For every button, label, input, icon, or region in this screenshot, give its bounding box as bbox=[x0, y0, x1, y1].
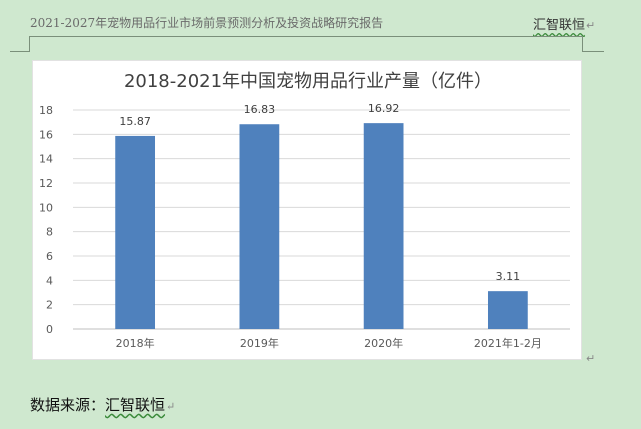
data-label: 15.87 bbox=[119, 115, 151, 128]
x-tick-label: 2019年 bbox=[240, 336, 279, 350]
x-tick-label: 2018年 bbox=[116, 336, 155, 350]
data-label: 16.83 bbox=[244, 103, 276, 116]
chart-card[interactable]: 2018-2021年中国宠物用品行业产量（亿件） 0 2 4 6 8 10 12 14 16 18… bbox=[32, 60, 582, 360]
header-divider bbox=[30, 36, 582, 37]
header-brand: 汇智联恒↵ bbox=[533, 14, 595, 33]
source-value: 汇智联恒 bbox=[105, 396, 166, 414]
bar[interactable] bbox=[487, 291, 528, 329]
crop-mark-top-right bbox=[582, 36, 604, 52]
bar[interactable] bbox=[115, 135, 156, 329]
bar-chart: 2018-2021年中国宠物用品行业产量（亿件） 0 2 4 6 8 10 12 14 16 18… bbox=[39, 71, 570, 350]
y-tick-label: 8 bbox=[46, 226, 53, 239]
y-tick-label: 0 bbox=[46, 323, 53, 336]
paragraph-mark-icon: ↵ bbox=[586, 19, 596, 32]
report-title: 2021-2027年宠物用品行业市场前景预测分析及投资战略研究报告 bbox=[30, 16, 384, 30]
y-tick-label: 10 bbox=[39, 201, 53, 214]
header-brand-text: 汇智联恒 bbox=[533, 18, 586, 33]
bar[interactable] bbox=[239, 124, 280, 329]
bars bbox=[115, 123, 528, 329]
y-tick-label: 16 bbox=[39, 128, 53, 141]
paragraph-mark-icon: ↵ bbox=[166, 400, 176, 413]
chart-title: 2018-2021年中国宠物用品行业产量（亿件） bbox=[124, 71, 492, 92]
bar[interactable] bbox=[363, 123, 404, 329]
data-label: 3.11 bbox=[496, 270, 521, 283]
data-labels: 15.87 16.83 16.92 3.11 bbox=[119, 102, 520, 283]
y-axis-ticks: 0 2 4 6 8 10 12 14 16 18 bbox=[39, 104, 53, 336]
x-tick-label: 2020年 bbox=[364, 336, 403, 350]
x-tick-label: 2021年1-2月 bbox=[474, 336, 542, 350]
y-tick-label: 12 bbox=[39, 177, 53, 190]
y-tick-label: 4 bbox=[46, 274, 53, 287]
y-tick-label: 6 bbox=[46, 250, 53, 263]
page-header: 2021-2027年宠物用品行业市场前景预测分析及投资战略研究报告 汇智联恒↵ bbox=[0, 0, 641, 52]
x-axis-ticks: 2018年 2019年 2020年 2021年1-2月 bbox=[116, 336, 542, 350]
y-tick-label: 2 bbox=[46, 299, 53, 312]
gridlines bbox=[73, 109, 570, 330]
crop-mark-top-left bbox=[10, 36, 30, 52]
paragraph-mark-icon: ↵ bbox=[586, 352, 596, 365]
y-tick-label: 18 bbox=[39, 104, 53, 117]
data-label: 16.92 bbox=[368, 102, 400, 115]
y-tick-label: 14 bbox=[39, 153, 53, 166]
source-label: 数据来源： bbox=[30, 396, 106, 414]
data-source: 数据来源：汇智联恒↵ bbox=[30, 394, 175, 415]
